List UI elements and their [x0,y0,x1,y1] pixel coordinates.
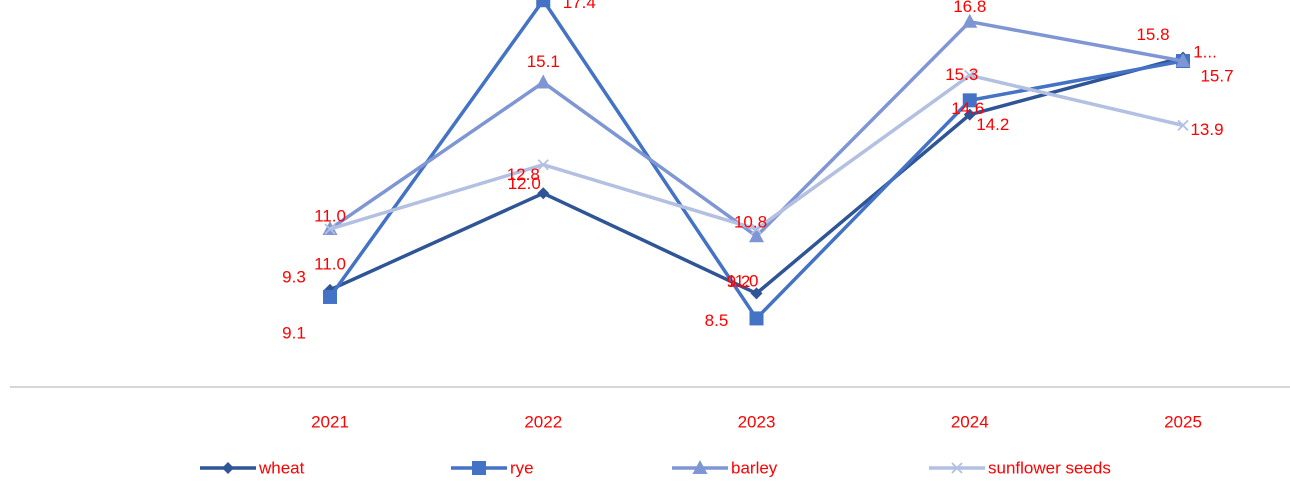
legend: wheat rye barley sunflower seeds [200,459,1111,478]
data-label: 14.6 [951,99,984,118]
data-point-marker [1177,119,1189,132]
data-label: 9.2 [727,272,751,291]
x-tick-label: 2023 [738,413,776,432]
data-point-marker [749,228,764,243]
legend-label: sunflower seeds [988,459,1111,478]
data-point-marker [536,0,551,8]
legend-item: barley [672,459,778,478]
series-line [329,19,1184,238]
series-wheat [324,51,1189,300]
data-label: 15.1 [527,52,560,71]
data-label: 11.0 [727,272,759,291]
legend-marker [692,460,708,474]
legend-item: rye [451,459,534,478]
series-rye [323,0,1190,326]
legend-marker [951,462,963,474]
data-point-marker [749,311,764,326]
data-label: 11.0 [314,207,346,226]
legend-label: wheat [258,459,305,478]
data-point-marker [537,159,549,171]
data-label: 14.2 [976,115,1009,134]
data-label: 12.8 [507,165,540,184]
data-point-marker [750,223,763,235]
data-point-marker [962,13,978,28]
legend-item: wheat [200,459,305,478]
data-label: 17.4 [563,0,596,12]
x-tick-label: 2024 [951,413,989,432]
data-label: 8.5 [705,311,729,330]
x-tick-labels: 2021 2022 2023 2024 2025 [311,413,1202,432]
data-labels-group: 9.3 12.0 9.2 14.2 15.8 9.1 17.4 8.5 14.6 1... 11.0… [282,0,1233,342]
legend-marker [222,462,234,474]
data-point-marker [750,287,763,300]
data-label: 16.8 [953,0,986,16]
data-label: 10.8 [734,213,767,232]
data-label: 12.0 [508,174,541,193]
x-tick-label: 2022 [524,413,562,432]
data-point-marker [964,69,976,81]
data-label: 11.0 [314,255,346,274]
series-group [322,0,1191,326]
x-tick-label: 2021 [311,413,349,432]
series-sunflower-seeds [324,69,1189,235]
legend-label: barley [731,459,778,478]
data-point-marker [962,93,977,108]
data-point-marker [323,289,337,304]
data-point-marker [324,223,336,235]
data-label: 15.7 [1200,67,1233,86]
data-point-marker [1175,53,1191,68]
data-label: 1... [1193,43,1217,62]
data-point-marker [535,74,551,89]
x-tick-label: 2025 [1164,413,1202,432]
data-label: 15.8 [1136,25,1169,44]
legend-item: sunflower seeds [929,459,1111,478]
data-label: 15.3 [945,65,978,84]
data-label: 13.9 [1190,120,1223,139]
data-point-marker [963,108,976,121]
legend-label: rye [510,459,534,478]
data-point-marker [537,187,550,200]
series-line [329,55,1184,296]
legend-marker [472,461,486,475]
data-label: 9.3 [282,267,306,286]
data-label: 9.1 [282,323,306,342]
series-line [329,73,1184,231]
